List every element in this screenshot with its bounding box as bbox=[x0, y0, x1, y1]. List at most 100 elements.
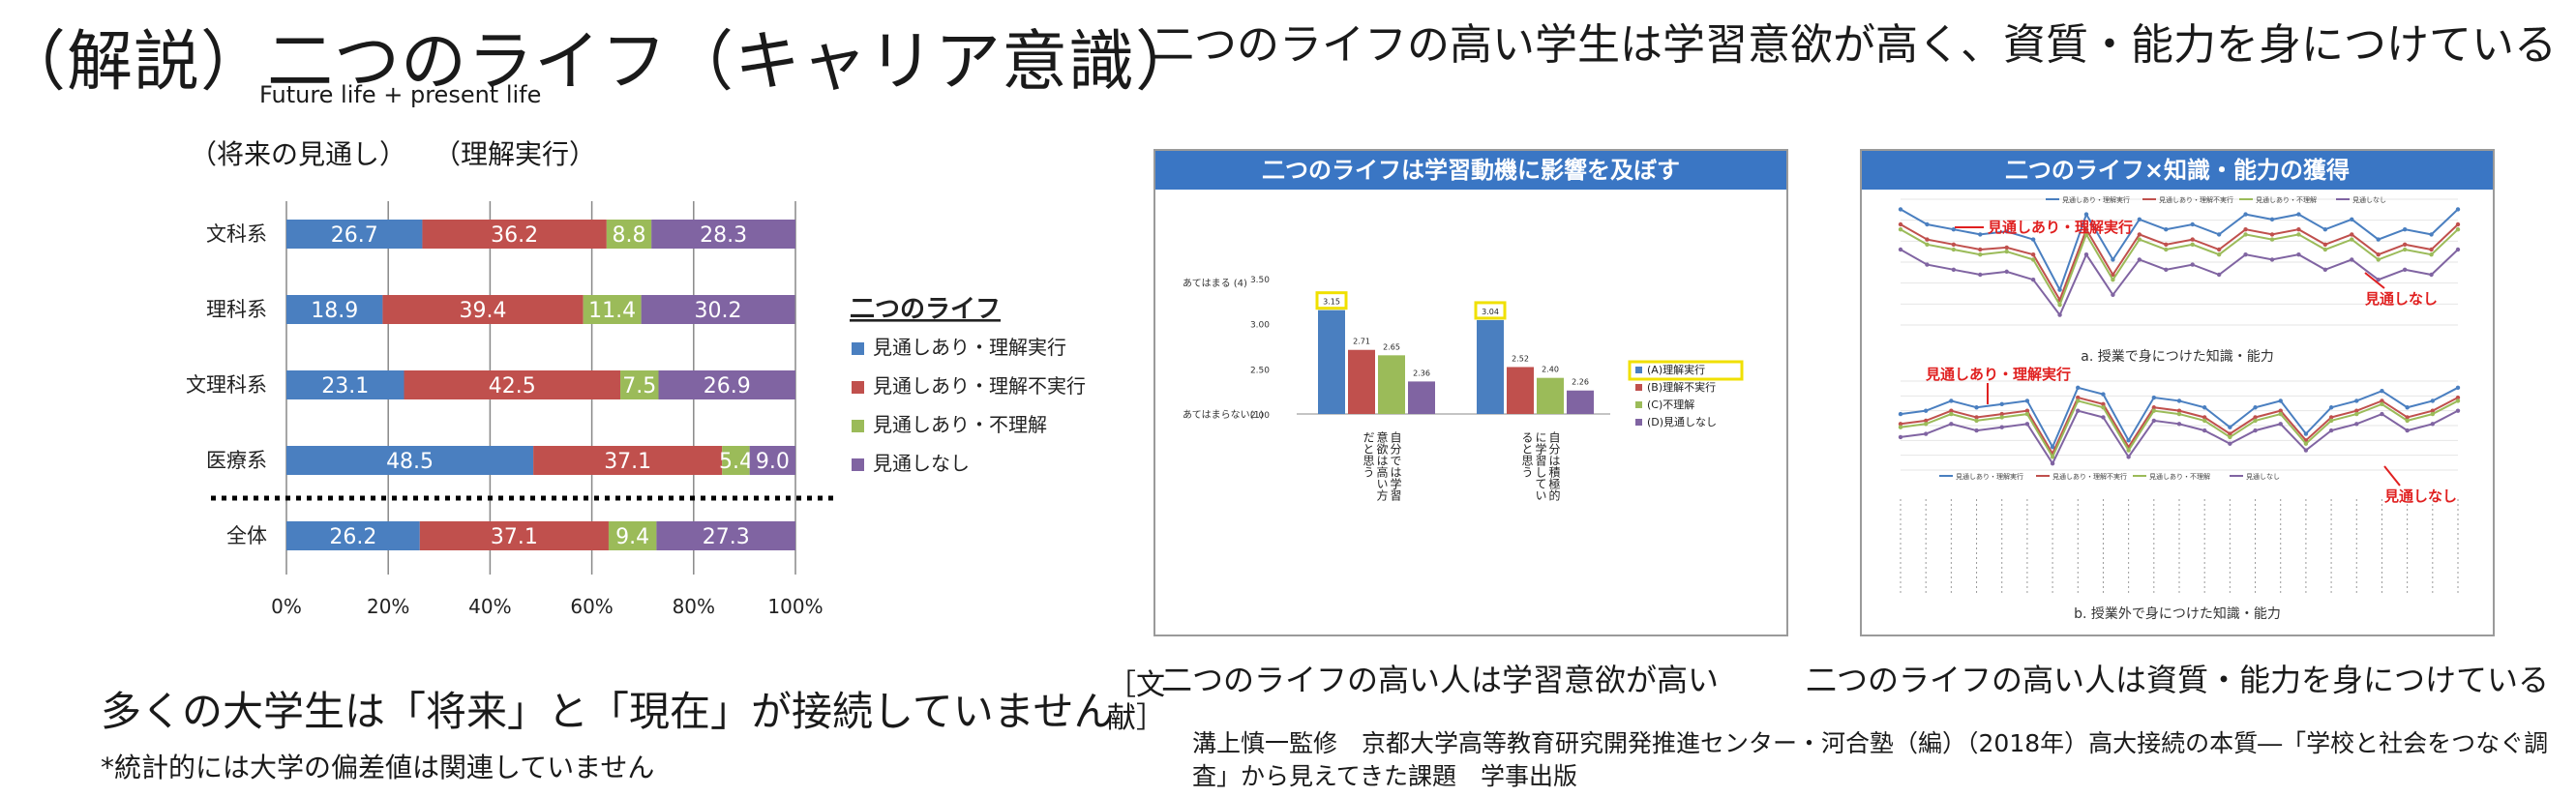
y-tick-label: 3.00 bbox=[1250, 321, 1270, 331]
data-point bbox=[2455, 385, 2461, 391]
data-point bbox=[2455, 398, 2461, 403]
category-label: 意欲は高い方 bbox=[1375, 430, 1389, 502]
legend-label: 見通しあり・理解実行 bbox=[873, 336, 1066, 359]
series-line bbox=[1900, 249, 2459, 317]
legend-swatch bbox=[1635, 419, 1642, 426]
bar-value-label: 2.52 bbox=[1512, 354, 1529, 363]
bar-value-label: 9.0 bbox=[756, 450, 790, 474]
data-point bbox=[2296, 232, 2301, 237]
category-label: 文理科系 bbox=[186, 373, 267, 397]
data-point bbox=[1999, 411, 2004, 417]
y-tick-label: 2.50 bbox=[1250, 366, 1270, 375]
motivation-figure: 二つのライフは学習動機に影響を及ぼす あてはまる (4) あてはまらない(1) 3.… bbox=[1153, 149, 1788, 636]
bar-value-label: 28.3 bbox=[700, 223, 747, 248]
data-point bbox=[2354, 411, 2359, 417]
data-point bbox=[2402, 247, 2408, 252]
data-point bbox=[1999, 425, 2004, 429]
x-tick-label: 80% bbox=[673, 595, 715, 618]
data-point bbox=[2303, 448, 2309, 453]
panel-caption: b. 授業外で身につけた知識・能力 bbox=[2074, 605, 2281, 622]
annotation-no-outlook: 見通しなし bbox=[2364, 290, 2438, 308]
data-point bbox=[2137, 217, 2142, 221]
data-point bbox=[1949, 422, 1954, 427]
data-point bbox=[2350, 217, 2354, 221]
ability-figure-header: 二つのライフ×知識・能力の獲得 bbox=[1862, 151, 2493, 190]
bar-segment bbox=[382, 295, 584, 324]
data-point bbox=[2278, 422, 2283, 427]
data-point bbox=[2278, 411, 2283, 417]
data-point bbox=[2380, 389, 2384, 394]
motivation-bar-chart: あてはまる (4) あてはまらない(1) 3.50 3.00 2.50 2.00 3.15 2… bbox=[1183, 276, 1744, 502]
bar-segment bbox=[286, 521, 420, 550]
main-message: 多くの大学生は「将来」と「現在」が接続していません bbox=[101, 688, 1115, 735]
bar-value-label: 26.9 bbox=[704, 374, 751, 398]
data-point bbox=[2253, 405, 2258, 410]
x-tick-label: 40% bbox=[468, 595, 511, 618]
data-point bbox=[2354, 398, 2359, 403]
y-top-label: あてはまる (4) bbox=[1183, 278, 1247, 289]
series-line bbox=[1900, 223, 2459, 303]
data-point bbox=[1999, 401, 2004, 407]
annotation-future-present: 見通しあり・理解実行 bbox=[1925, 366, 2071, 383]
data-point bbox=[2405, 415, 2410, 420]
data-point bbox=[2216, 272, 2222, 278]
data-point bbox=[2151, 418, 2157, 424]
bar-segment bbox=[286, 295, 383, 324]
data-point bbox=[2176, 408, 2182, 413]
data-point bbox=[1974, 428, 1979, 433]
highlight-box bbox=[1315, 291, 1348, 310]
data-point bbox=[1898, 247, 1903, 252]
data-point bbox=[2202, 428, 2207, 433]
data-point bbox=[2190, 262, 2195, 267]
data-point bbox=[1898, 425, 1903, 429]
data-point bbox=[2429, 252, 2434, 257]
data-point bbox=[2151, 395, 2157, 400]
data-point bbox=[2402, 242, 2408, 247]
data-point bbox=[2322, 247, 2328, 252]
data-point bbox=[2164, 267, 2169, 272]
bar-segment bbox=[533, 446, 723, 475]
data-point bbox=[2243, 252, 2248, 257]
motivation-figure-header: 二つのライフは学習動機に影響を及ぼす bbox=[1155, 151, 1786, 190]
bar-value-label: 18.9 bbox=[311, 299, 358, 323]
data-point bbox=[2354, 408, 2359, 413]
data-point bbox=[2328, 405, 2334, 410]
data-point bbox=[2350, 237, 2354, 242]
page-title: （解説）二つのライフ（キャリア意識） bbox=[0, 24, 1203, 101]
data-point bbox=[2430, 422, 2436, 427]
data-point bbox=[1923, 431, 1929, 436]
bar-segment bbox=[419, 521, 609, 550]
bar-value-label: 2.40 bbox=[1542, 366, 1559, 374]
data-point bbox=[2455, 207, 2461, 212]
data-point bbox=[2151, 408, 2157, 413]
bar bbox=[1318, 310, 1345, 414]
data-point bbox=[2429, 272, 2434, 278]
ability-line-chart: 見通しあり・理解実行 見通しあり・理解不実行 見通しあり・不理解 見通しなし見通しあり… bbox=[1898, 195, 2461, 622]
bar-value-label: 37.1 bbox=[604, 450, 651, 474]
legend-label: (C)不理解 bbox=[1647, 398, 1694, 411]
data-point bbox=[2380, 398, 2384, 403]
data-point bbox=[2376, 278, 2381, 282]
data-point bbox=[1923, 422, 1929, 427]
data-point bbox=[1949, 398, 1954, 403]
bar-value-label: 26.7 bbox=[331, 223, 378, 248]
data-point bbox=[2190, 237, 2195, 242]
bar-value-label: 2.71 bbox=[1353, 338, 1370, 346]
legend-label: 見通しなし bbox=[2246, 472, 2280, 481]
data-point bbox=[2430, 408, 2436, 413]
category-label: だと思う bbox=[1362, 431, 1375, 478]
bar-segment bbox=[286, 370, 404, 399]
legend-swatch bbox=[852, 458, 864, 471]
annotation-future-present: 見通しあり・理解実行 bbox=[1987, 219, 2133, 236]
data-point bbox=[2176, 411, 2182, 417]
data-point bbox=[1898, 422, 1903, 427]
subtitle-english: Future life + present life bbox=[259, 81, 542, 108]
bar-segment bbox=[722, 446, 750, 475]
legend-swatch bbox=[1635, 384, 1642, 391]
data-point bbox=[2057, 287, 2062, 292]
bar-value-label: 30.2 bbox=[695, 299, 742, 323]
x-tick-label: 0% bbox=[271, 595, 302, 618]
data-point bbox=[2455, 395, 2461, 400]
series-line bbox=[1900, 228, 2459, 308]
bar-value-label: 23.1 bbox=[321, 374, 369, 398]
